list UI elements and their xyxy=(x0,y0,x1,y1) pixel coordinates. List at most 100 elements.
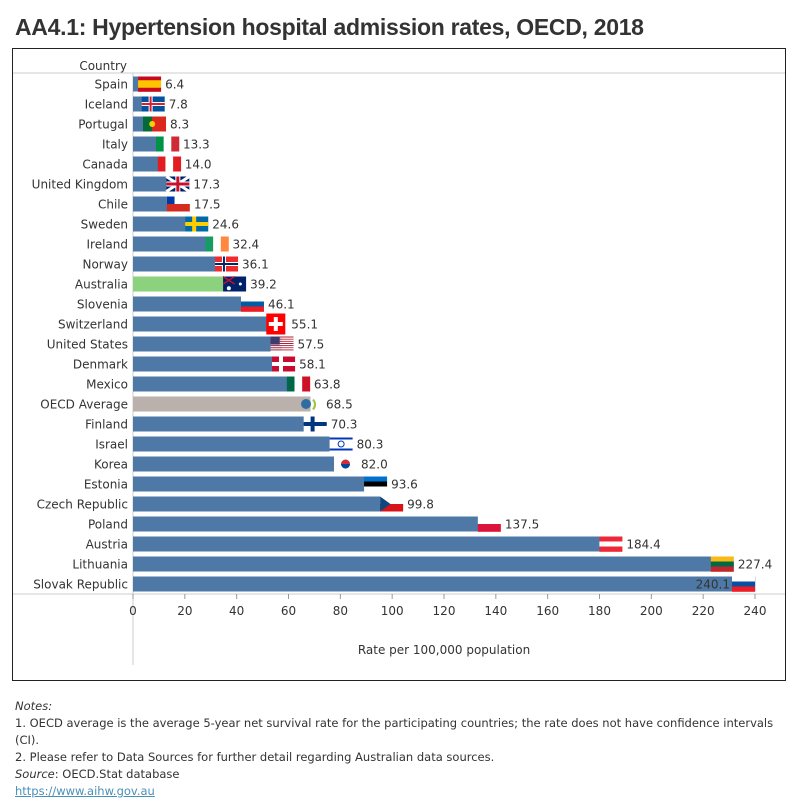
finland-flag-icon xyxy=(303,416,327,432)
flag-part xyxy=(380,496,404,504)
value-label: 8.3 xyxy=(170,118,189,132)
flag-part xyxy=(337,440,345,448)
category-label: Australia xyxy=(75,278,128,292)
value-label: 227.4 xyxy=(738,558,772,572)
category-label: Ireland xyxy=(86,238,128,252)
x-tick-label: 0 xyxy=(129,604,137,618)
austria-flag-icon xyxy=(599,536,623,552)
bar-row: Austria 184.4 xyxy=(86,536,661,552)
category-label: Lithuania xyxy=(72,558,128,572)
lithuania-flag-icon xyxy=(710,556,734,572)
category-label: Mexico xyxy=(86,378,128,392)
flag-part xyxy=(165,156,174,172)
x-tick-label: 220 xyxy=(692,604,715,618)
bar xyxy=(133,416,316,432)
value-label: 36.1 xyxy=(242,258,269,272)
flag-part xyxy=(152,116,167,132)
aihw-link[interactable]: https://www.aihw.gov.au xyxy=(15,784,155,798)
flag-part xyxy=(138,84,162,89)
category-label: Canada xyxy=(82,158,128,172)
flag-part xyxy=(364,486,388,492)
category-label: Switzerland xyxy=(58,318,128,332)
norway-flag-icon xyxy=(215,256,239,272)
flag-part xyxy=(272,363,296,365)
flag-part xyxy=(364,481,388,487)
flag-part xyxy=(143,116,153,132)
flag-part xyxy=(138,80,162,85)
bar xyxy=(133,216,197,232)
x-tick-label: 140 xyxy=(484,604,507,618)
flag-part xyxy=(732,586,755,592)
flag-part xyxy=(166,196,175,204)
value-label: 57.5 xyxy=(298,338,325,352)
bar xyxy=(133,276,235,292)
flag-part xyxy=(166,204,190,212)
australia-flag-icon xyxy=(222,275,247,292)
bar xyxy=(133,516,490,532)
flag-part xyxy=(238,282,242,286)
flag-part xyxy=(270,345,294,347)
bar-row: Spain 6.4 xyxy=(94,76,184,92)
bar-row: Canada 14.0 xyxy=(82,156,212,172)
flag-part xyxy=(710,561,734,567)
italy-flag-icon xyxy=(155,136,180,152)
value-label: 82.0 xyxy=(361,458,388,472)
flag-part xyxy=(364,476,388,482)
flag-part xyxy=(380,496,391,512)
bar-row: Australia 39.2 xyxy=(75,275,277,292)
czech-republic-flag-icon xyxy=(380,496,404,512)
bar-row: Poland 137.5 xyxy=(88,516,539,532)
value-label: 63.8 xyxy=(314,378,341,392)
value-label: 70.3 xyxy=(331,418,358,432)
bar-row: Czech Republic 99.8 xyxy=(37,496,434,512)
flag-part xyxy=(240,296,264,302)
category-label: Norway xyxy=(82,258,128,272)
flag-part xyxy=(270,336,294,338)
category-label: Czech Republic xyxy=(37,498,128,512)
flag-part xyxy=(268,322,283,326)
value-label: 14.0 xyxy=(185,158,212,172)
flag-part xyxy=(222,275,236,285)
bar xyxy=(133,376,299,392)
page-title: AA4.1: Hypertension hospital admission r… xyxy=(15,14,644,40)
flag-part xyxy=(270,350,294,352)
value-label: 6.4 xyxy=(165,78,184,92)
bar-row: Korea 82.0 xyxy=(94,456,388,472)
x-tick-label: 160 xyxy=(536,604,559,618)
bar xyxy=(133,236,217,252)
category-label: Austria xyxy=(86,538,128,552)
spain-flag-icon xyxy=(138,76,162,92)
ireland-flag-icon xyxy=(205,236,229,252)
united-states-flag-icon xyxy=(270,336,294,352)
chart-frame: Country 0 20 40 60 80 100 120 140 160 180 200 220 240… xyxy=(12,48,786,681)
flag-part xyxy=(138,76,162,81)
flag-part xyxy=(270,340,294,342)
estonia-flag-icon xyxy=(364,476,388,492)
korea-flag-icon xyxy=(334,456,358,472)
flag-part xyxy=(173,156,182,172)
denmark-flag-icon xyxy=(272,356,296,372)
bar xyxy=(133,256,227,272)
flag-part xyxy=(220,236,229,252)
category-label: Portugal xyxy=(78,118,128,132)
source-text: : OECD.Stat database xyxy=(54,767,180,781)
x-axis-title: Rate per 100,000 population xyxy=(358,643,530,657)
bar-row: Slovak Republic 240.1 xyxy=(33,576,756,592)
flag-part xyxy=(710,566,734,572)
flag-part xyxy=(329,448,353,451)
category-label: Iceland xyxy=(85,98,128,112)
value-label: 17.3 xyxy=(193,178,220,192)
bar-chart: Country 0 20 40 60 80 100 120 140 160 180 200 220 240… xyxy=(13,59,785,665)
category-label: Chile xyxy=(98,198,128,212)
bar xyxy=(133,436,342,452)
flag-part xyxy=(226,286,231,291)
sweden-flag-icon xyxy=(185,216,209,232)
canada-flag-icon xyxy=(157,156,182,172)
value-label: 32.4 xyxy=(232,238,259,252)
flag-part xyxy=(732,576,755,582)
y-axis-title: Country xyxy=(79,59,127,73)
category-label: Korea xyxy=(94,458,128,472)
flag-part xyxy=(163,136,172,152)
flag-part xyxy=(286,376,295,392)
bar-row: Slovenia 46.1 xyxy=(77,296,295,312)
